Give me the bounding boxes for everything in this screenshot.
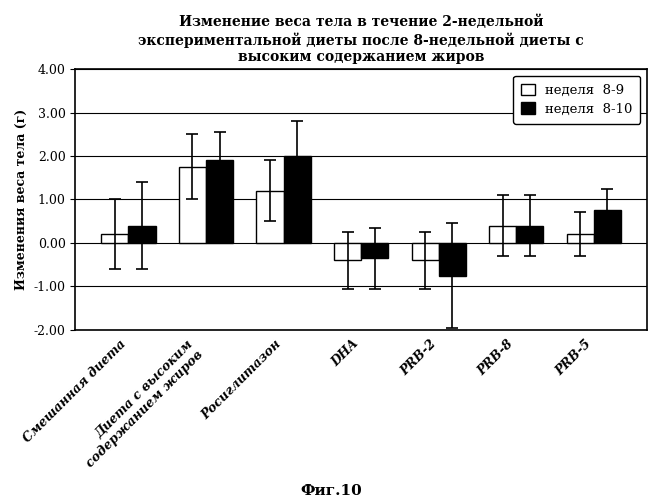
Bar (489, 226, 516, 243)
Text: Фиг.10: Фиг.10 (300, 484, 362, 498)
Bar (361, 243, 389, 258)
Bar (283, 156, 310, 243)
Bar (334, 243, 361, 260)
Bar (128, 226, 156, 243)
Title: Изменение веса тела в течение 2-недельной
экспериментальной диеты после 8-недель: Изменение веса тела в течение 2-недельно… (138, 15, 584, 64)
Bar (206, 160, 233, 243)
Bar (179, 167, 206, 243)
Y-axis label: Изменения веса тела (г): Изменения веса тела (г) (15, 109, 28, 290)
Bar (594, 210, 621, 243)
Bar (516, 226, 544, 243)
Bar (412, 243, 439, 260)
Bar (256, 191, 283, 243)
Bar (101, 234, 128, 243)
Legend: неделя  8-9, неделя  8-10: неделя 8-9, неделя 8-10 (514, 76, 640, 124)
Bar (567, 234, 594, 243)
Bar (439, 243, 466, 276)
